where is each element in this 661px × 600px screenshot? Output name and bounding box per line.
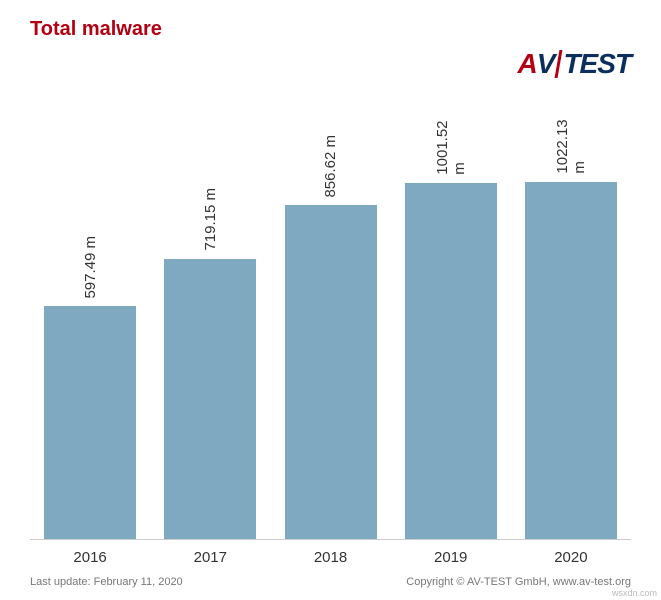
logo-separator bbox=[555, 50, 563, 78]
bar bbox=[405, 183, 497, 540]
logo-letter-v: V bbox=[537, 48, 555, 80]
category-label: 2020 bbox=[554, 549, 587, 566]
bar-slot: 597.49 m2016 bbox=[30, 110, 150, 540]
bar-value-label: 1022.13 m bbox=[554, 110, 588, 174]
bar-slot: 1022.13 m2020 bbox=[511, 110, 631, 540]
bar-slot: 1001.52 m2019 bbox=[391, 110, 511, 540]
bar bbox=[164, 259, 256, 540]
chart-container: Total malware A V TEST 597.49 m2016719.1… bbox=[0, 0, 661, 600]
bar-value-label: 1001.52 m bbox=[434, 110, 468, 175]
logo-text-test: TEST bbox=[563, 48, 631, 80]
plot-area: 597.49 m2016719.15 m2017856.62 m20181001… bbox=[30, 110, 631, 540]
bar-group: 597.49 m2016719.15 m2017856.62 m20181001… bbox=[30, 110, 631, 540]
bar bbox=[525, 182, 617, 540]
logo-letter-a: A bbox=[518, 48, 537, 80]
footer-copyright: Copyright © AV-TEST GmbH, www.av-test.or… bbox=[406, 576, 631, 588]
category-label: 2019 bbox=[434, 549, 467, 566]
footer-last-update: Last update: February 11, 2020 bbox=[30, 576, 183, 588]
bar-slot: 856.62 m2018 bbox=[270, 110, 390, 540]
watermark: wsxdn.com bbox=[612, 588, 657, 598]
bar bbox=[285, 205, 377, 540]
bar-value-label: 856.62 m bbox=[322, 135, 339, 198]
category-label: 2018 bbox=[314, 549, 347, 566]
bar bbox=[44, 306, 136, 540]
bar-slot: 719.15 m2017 bbox=[150, 110, 270, 540]
category-label: 2017 bbox=[194, 549, 227, 566]
chart-title: Total malware bbox=[30, 18, 162, 41]
x-axis-baseline bbox=[30, 539, 631, 540]
bar-value-label: 597.49 m bbox=[82, 236, 99, 299]
category-label: 2016 bbox=[73, 549, 106, 566]
brand-logo: A V TEST bbox=[518, 48, 631, 80]
bar-value-label: 719.15 m bbox=[202, 188, 219, 251]
